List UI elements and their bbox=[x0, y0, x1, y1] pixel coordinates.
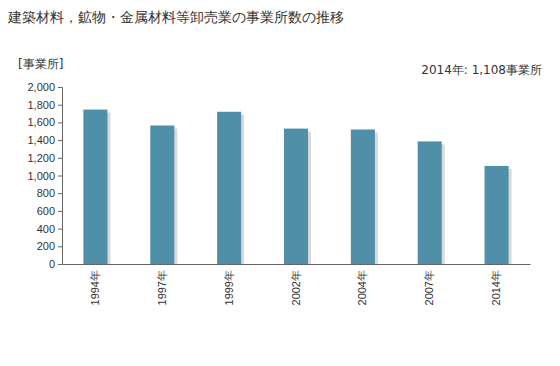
y-tick: 1,600 bbox=[27, 116, 62, 128]
x-tick: 1997年 bbox=[156, 264, 168, 305]
y-axis-line bbox=[58, 88, 63, 265]
y-tick-label: 1,000 bbox=[27, 170, 55, 182]
y-tick: 1,000 bbox=[27, 170, 62, 182]
plot: 0 200 400 600 800 1,000 1,200 1,400 1,600 1,800 2,… bbox=[27, 81, 530, 305]
x-tick: 2002年 bbox=[290, 264, 302, 305]
y-tick: 2,000 bbox=[27, 81, 62, 93]
y-tick-mark bbox=[58, 122, 62, 123]
x-axis-line bbox=[63, 264, 531, 265]
x-axis: 1994年 1997年 1999年 2002年 2004年 2007年 2014年 bbox=[63, 264, 531, 305]
y-tick-mark bbox=[58, 176, 62, 177]
y-tick-mark bbox=[58, 246, 62, 247]
y-tick-label: 1,200 bbox=[27, 152, 55, 164]
y-tick-mark bbox=[58, 264, 62, 265]
annotation: 2014年: 1,108事業所 bbox=[421, 63, 542, 77]
bar bbox=[217, 112, 241, 264]
bar bbox=[485, 166, 509, 264]
y-tick-label: 800 bbox=[37, 187, 55, 199]
y-tick-label: 1,800 bbox=[27, 99, 55, 111]
y-axis-title: [事業所] bbox=[18, 57, 63, 71]
x-tick-label: 1999年 bbox=[223, 270, 235, 305]
x-tick-label: 1994年 bbox=[89, 270, 101, 305]
x-tick: 1994年 bbox=[89, 264, 101, 305]
bars bbox=[83, 110, 511, 264]
bar bbox=[351, 129, 375, 264]
y-tick-mark bbox=[58, 229, 62, 230]
x-tick: 1999年 bbox=[223, 264, 235, 305]
y-tick-label: 200 bbox=[37, 240, 55, 252]
bar bbox=[83, 110, 107, 264]
y-tick-label: 400 bbox=[37, 223, 55, 235]
y-tick-mark bbox=[58, 105, 62, 106]
x-tick: 2004年 bbox=[356, 264, 368, 305]
y-tick-label: 1,400 bbox=[27, 134, 55, 146]
y-tick-mark bbox=[58, 193, 62, 194]
y-tick: 1,800 bbox=[27, 99, 62, 111]
y-tick-label: 600 bbox=[37, 205, 55, 217]
y-tick-mark bbox=[58, 211, 62, 212]
x-tick-label: 2007年 bbox=[423, 270, 435, 305]
y-tick-mark bbox=[58, 87, 62, 88]
x-tick: 2007年 bbox=[423, 264, 435, 305]
x-tick: 2014年 bbox=[490, 264, 502, 305]
bar bbox=[418, 141, 442, 264]
y-tick: 0 bbox=[49, 258, 62, 270]
x-tick-label: 2004年 bbox=[356, 270, 368, 305]
y-tick-label: 1,600 bbox=[27, 116, 55, 128]
y-tick: 600 bbox=[37, 205, 62, 217]
y-tick: 800 bbox=[37, 187, 62, 199]
y-axis: 0 200 400 600 800 1,000 1,200 1,400 1,600 1,800 2,… bbox=[27, 81, 62, 270]
y-tick: 400 bbox=[37, 223, 62, 235]
y-tick: 1,400 bbox=[27, 134, 62, 146]
bar bbox=[284, 129, 308, 264]
y-tick-label: 2,000 bbox=[27, 81, 55, 93]
x-tick-label: 1997年 bbox=[156, 270, 168, 305]
y-tick-mark bbox=[58, 140, 62, 141]
y-tick: 1,200 bbox=[27, 152, 62, 164]
x-tick-label: 2002年 bbox=[290, 270, 302, 305]
chart: 建築材料，鉱物・金属材料等卸売業の事業所数の推移 [事業所] 2014年: 1,10… bbox=[0, 0, 560, 366]
y-tick: 200 bbox=[37, 240, 62, 252]
bar bbox=[150, 125, 174, 264]
title: 建築材料，鉱物・金属材料等卸売業の事業所数の推移 bbox=[7, 9, 344, 25]
x-tick-label: 2014年 bbox=[490, 270, 502, 305]
y-tick-label: 0 bbox=[49, 258, 55, 270]
y-tick-mark bbox=[58, 158, 62, 159]
